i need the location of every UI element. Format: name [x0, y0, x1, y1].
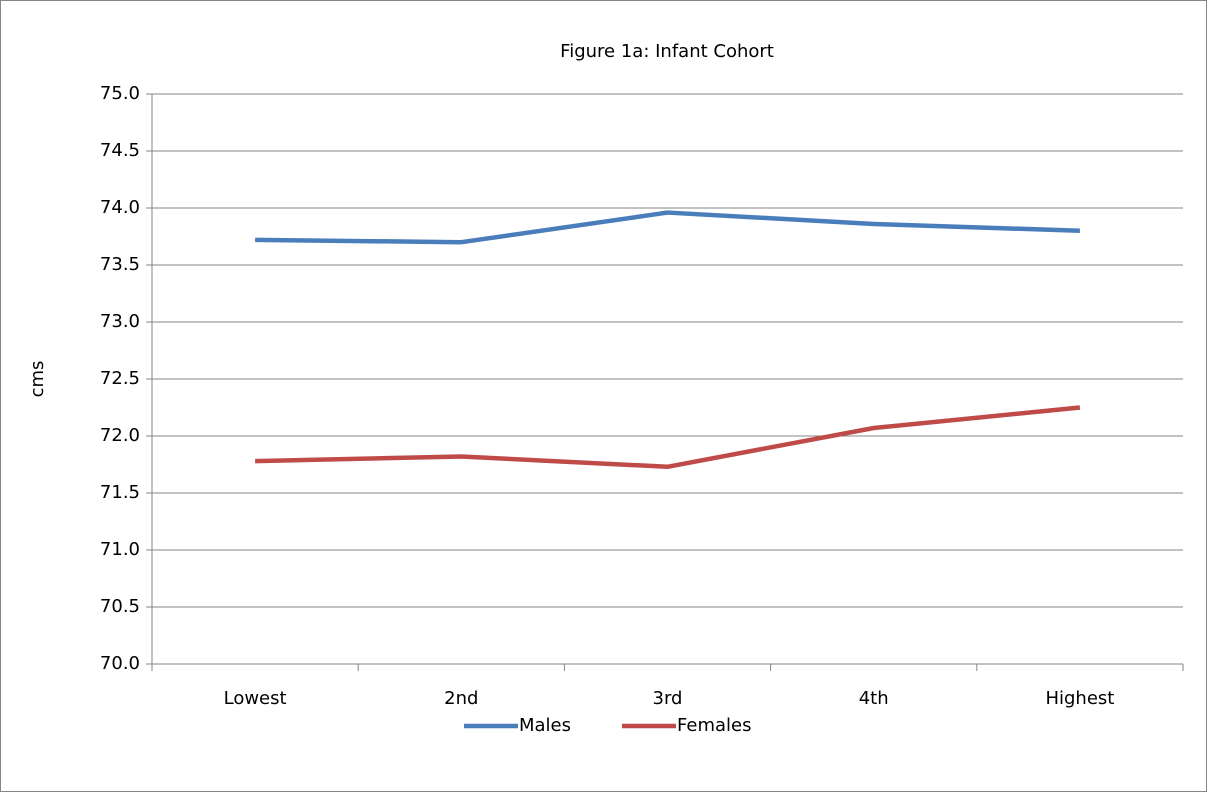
chart-title: Figure 1a: Infant Cohort [560, 41, 774, 62]
y-tick-label: 72.5 [100, 368, 140, 389]
x-tick-label: 2nd [444, 688, 478, 709]
legend-label: Females [677, 715, 751, 736]
y-tick-label: 73.0 [100, 311, 140, 332]
y-tick-label: 70.5 [100, 596, 140, 617]
series-line [255, 405, 1081, 470]
y-axis-label: cms [27, 361, 48, 398]
y-tick-label: 70.0 [100, 653, 140, 674]
legend-label: Males [519, 715, 571, 736]
y-tick-label: 71.0 [100, 539, 140, 560]
x-tick-label: 3rd [653, 688, 683, 709]
y-tick-label: 71.5 [100, 482, 140, 503]
y-tick-label: 75.0 [100, 83, 140, 104]
x-tick-label: 4th [859, 688, 889, 709]
y-tick-label: 73.5 [100, 254, 140, 275]
series-line [255, 210, 1080, 245]
x-tick-label: Highest [1045, 688, 1114, 709]
x-tick-label: Lowest [224, 688, 287, 709]
y-tick-label: 72.0 [100, 425, 140, 446]
y-tick-label: 74.0 [100, 197, 140, 218]
y-tick-label: 74.5 [100, 140, 140, 161]
